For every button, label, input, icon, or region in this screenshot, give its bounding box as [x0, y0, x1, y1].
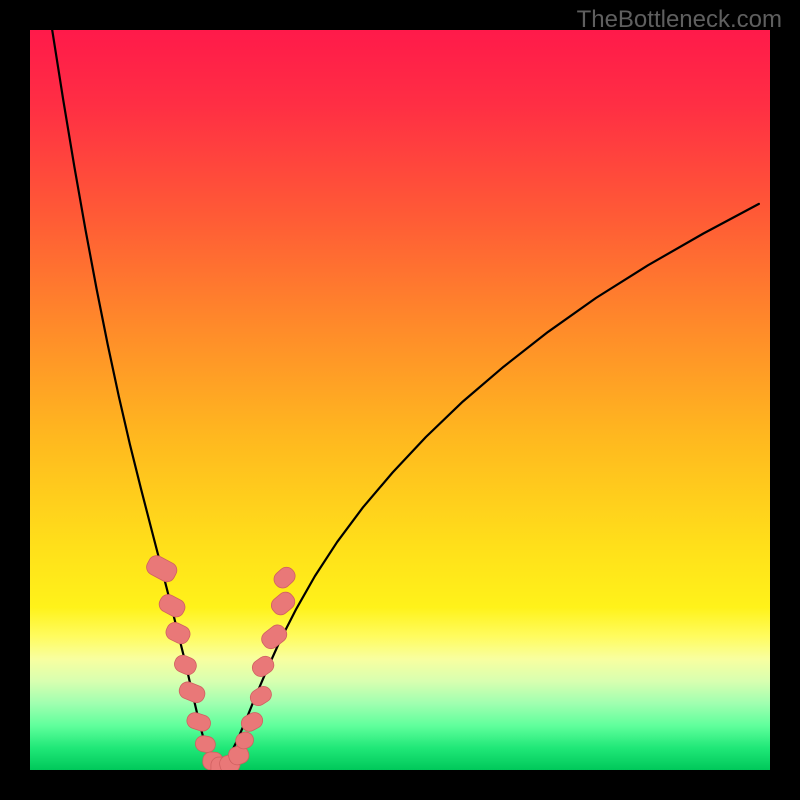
plot-area — [30, 30, 770, 770]
chart-frame: TheBottleneck.com — [0, 0, 800, 800]
plot-background — [30, 30, 770, 770]
bottleneck-curve-chart — [30, 30, 770, 770]
